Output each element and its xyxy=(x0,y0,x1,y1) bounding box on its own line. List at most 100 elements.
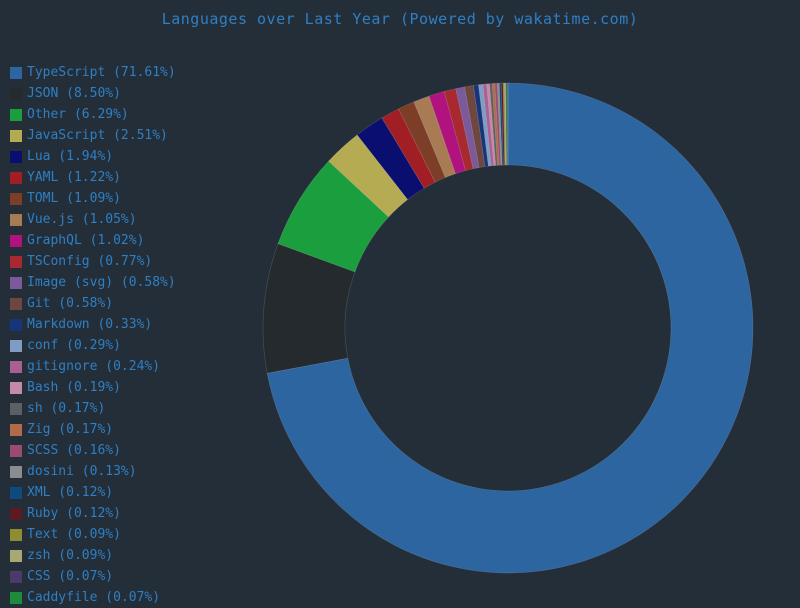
legend-item: TypeScript (71.61%) xyxy=(10,62,176,83)
legend-label: CSS (0.07%) xyxy=(27,569,114,584)
legend-swatch xyxy=(10,234,22,247)
pie-slice xyxy=(381,108,436,189)
pie-slice xyxy=(506,82,509,166)
legend-item: Other (6.29%) xyxy=(10,104,176,125)
legend-swatch xyxy=(10,108,22,121)
legend-label: gitignore (0.24%) xyxy=(27,359,161,374)
legend-swatch xyxy=(10,255,22,268)
pie-slice xyxy=(473,84,489,167)
pie-slice xyxy=(428,91,466,175)
pie-slice xyxy=(482,83,495,167)
legend-swatch xyxy=(10,87,22,100)
legend-swatch xyxy=(10,66,22,79)
legend-item: JavaScript (2.51%) xyxy=(10,125,176,146)
pie-slice xyxy=(277,160,390,273)
legend-label: conf (0.29%) xyxy=(27,338,121,353)
pie-slice xyxy=(328,134,409,218)
legend-item: gitignore (0.24%) xyxy=(10,356,176,377)
legend-label: Vue.js (1.05%) xyxy=(27,212,137,227)
legend-label: JavaScript (2.51%) xyxy=(27,128,168,143)
pie-slice xyxy=(262,243,356,374)
pie-slice xyxy=(413,95,456,178)
legend-label: TypeScript (71.61%) xyxy=(27,65,176,80)
legend-swatch xyxy=(10,150,22,163)
pie-slice xyxy=(489,83,498,166)
legend-swatch xyxy=(10,528,22,541)
legend-label: JSON (8.50%) xyxy=(27,86,121,101)
pie-slice xyxy=(266,82,754,574)
legend-swatch xyxy=(10,402,22,415)
legend-item: zsh (0.09%) xyxy=(10,545,176,566)
legend-label: GraphQL (1.02%) xyxy=(27,233,145,248)
legend-label: Ruby (0.12%) xyxy=(27,506,121,521)
pie-slice xyxy=(497,82,503,166)
legend-item: Lua (1.94%) xyxy=(10,146,176,167)
legend-item: Markdown (0.33%) xyxy=(10,314,176,335)
pie-slice xyxy=(443,88,474,171)
legend-swatch xyxy=(10,465,22,478)
legend-label: YAML (1.22%) xyxy=(27,170,121,185)
legend-item: TOML (1.09%) xyxy=(10,188,176,209)
legend-label: SCSS (0.16%) xyxy=(27,443,121,458)
pie-slice xyxy=(455,86,480,170)
legend-label: dosini (0.13%) xyxy=(27,464,137,479)
pie-slice xyxy=(478,83,492,167)
legend-swatch xyxy=(10,297,22,310)
legend-item: Git (0.58%) xyxy=(10,293,176,314)
legend-item: sh (0.17%) xyxy=(10,398,176,419)
legend-swatch xyxy=(10,507,22,520)
pie-slice xyxy=(491,83,500,166)
pie-slice xyxy=(505,82,508,166)
legend-swatch xyxy=(10,192,22,205)
legend-swatch xyxy=(10,213,22,226)
legend-swatch xyxy=(10,129,22,142)
legend-item: JSON (8.50%) xyxy=(10,83,176,104)
legend-item: dosini (0.13%) xyxy=(10,461,176,482)
legend-item: Zig (0.17%) xyxy=(10,419,176,440)
legend-swatch xyxy=(10,423,22,436)
legend-item: Ruby (0.12%) xyxy=(10,503,176,524)
legend-swatch xyxy=(10,360,22,373)
legend-label: Zig (0.17%) xyxy=(27,422,114,437)
legend-item: TSConfig (0.77%) xyxy=(10,251,176,272)
legend-label: zsh (0.09%) xyxy=(27,548,114,563)
legend-swatch xyxy=(10,318,22,331)
legend-label: sh (0.17%) xyxy=(27,401,106,416)
legend-swatch xyxy=(10,486,22,499)
legend-item: Text (0.09%) xyxy=(10,524,176,545)
legend-label: Other (6.29%) xyxy=(27,107,129,122)
legend-label: Bash (0.19%) xyxy=(27,380,121,395)
pie-slice xyxy=(499,82,504,166)
legend-item: Image (svg) (0.58%) xyxy=(10,272,176,293)
legend-item: XML (0.12%) xyxy=(10,482,176,503)
legend-label: TSConfig (0.77%) xyxy=(27,254,153,269)
legend-item: conf (0.29%) xyxy=(10,335,176,356)
pie-slice xyxy=(486,83,497,166)
legend-label: Text (0.09%) xyxy=(27,527,121,542)
pie-slice xyxy=(502,82,506,166)
legend-item: Vue.js (1.05%) xyxy=(10,209,176,230)
legend-item: CSS (0.07%) xyxy=(10,566,176,587)
legend-item: YAML (1.22%) xyxy=(10,167,176,188)
pie-slice xyxy=(500,82,506,166)
legend-label: Lua (1.94%) xyxy=(27,149,114,164)
legend-item: SCSS (0.16%) xyxy=(10,440,176,461)
legend-item: GraphQL (1.02%) xyxy=(10,230,176,251)
legend-swatch xyxy=(10,549,22,562)
legend-item: Bash (0.19%) xyxy=(10,377,176,398)
pie-slice xyxy=(356,117,425,200)
legend-label: Git (0.58%) xyxy=(27,296,114,311)
legend-label: Markdown (0.33%) xyxy=(27,317,153,332)
legend-label: Image (svg) (0.58%) xyxy=(27,275,176,290)
chart-title: Languages over Last Year (Powered by wak… xyxy=(161,10,639,28)
legend-swatch xyxy=(10,444,22,457)
chart-legend: TypeScript (71.61%) JSON (8.50%) Other (6.… xyxy=(10,62,176,608)
legend-label: XML (0.12%) xyxy=(27,485,114,500)
legend-swatch xyxy=(10,276,22,289)
legend-swatch xyxy=(10,339,22,352)
legend-swatch xyxy=(10,570,22,583)
pie-slice xyxy=(464,85,486,168)
legend-swatch xyxy=(10,381,22,394)
legend-label: TOML (1.09%) xyxy=(27,191,121,206)
